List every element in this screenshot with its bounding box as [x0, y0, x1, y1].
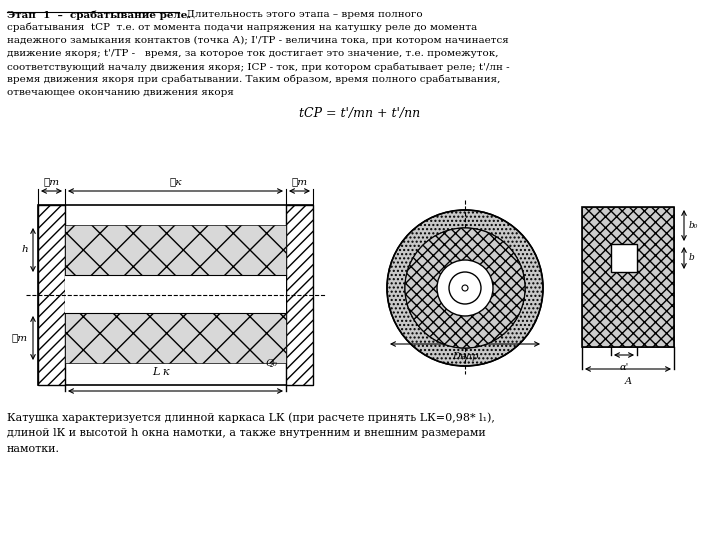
- Text: ℓт: ℓт: [12, 334, 28, 342]
- Text: ℓт: ℓт: [292, 177, 307, 186]
- Circle shape: [449, 272, 481, 304]
- Text: Dнар: Dнар: [452, 352, 478, 361]
- Circle shape: [462, 285, 468, 291]
- Text: надежного замыкания контактов (точка А); I'/ТР - величина тока, при котором начи: надежного замыкания контактов (точка А);…: [7, 36, 509, 45]
- Text: длиной lК и высотой h окна намотки, а также внутренним и внешним размерами: длиной lК и высотой h окна намотки, а та…: [7, 428, 486, 438]
- Text: Q₀: Q₀: [265, 358, 277, 367]
- Circle shape: [437, 260, 493, 316]
- Text: L к: L к: [152, 367, 169, 377]
- Text: Катушка характеризуется длинной каркаса LК (при расчете принять LК=0,98* l₁),: Катушка характеризуется длинной каркаса …: [7, 412, 495, 423]
- Bar: [65, 313, 286, 363]
- Bar: [582, 207, 674, 347]
- Text: b: b: [689, 253, 695, 262]
- Bar: [38, 205, 65, 385]
- Circle shape: [405, 228, 525, 348]
- Text: b₀: b₀: [689, 221, 698, 230]
- Bar: [286, 205, 313, 385]
- Text: Dвн: Dвн: [455, 336, 475, 345]
- Circle shape: [387, 210, 543, 366]
- Text: α': α': [619, 363, 629, 372]
- Bar: [611, 244, 637, 272]
- Text: движение якоря; t'/ТР -   время, за которое ток достигает это значение, т.е. про: движение якоря; t'/ТР - время, за которо…: [7, 49, 498, 58]
- Bar: [65, 275, 286, 313]
- Text: ℓт: ℓт: [43, 177, 60, 186]
- Bar: [38, 205, 313, 385]
- Text: Длительность этого этапа – время полного: Длительность этого этапа – время полного: [180, 10, 423, 19]
- Text: отвечающее окончанию движения якоря: отвечающее окончанию движения якоря: [7, 88, 234, 97]
- Bar: [582, 207, 674, 347]
- Text: tСР = t'/тп + t'/пп: tСР = t'/тп + t'/пп: [300, 107, 420, 120]
- Text: ℓк: ℓк: [169, 177, 181, 186]
- Bar: [286, 205, 313, 385]
- Text: Этап  1  –  срабатывание реле.: Этап 1 – срабатывание реле.: [7, 10, 191, 19]
- Text: срабатывания  tСР  т.е. от момента подачи напряжения на катушку реле до момента: срабатывания tСР т.е. от момента подачи …: [7, 23, 477, 32]
- Text: намотки.: намотки.: [7, 444, 60, 454]
- Text: h: h: [22, 246, 28, 254]
- Bar: [38, 205, 65, 385]
- Circle shape: [405, 228, 525, 348]
- Bar: [65, 225, 286, 275]
- Text: время движения якоря при срабатывании. Таким образом, время полного срабатывания: время движения якоря при срабатывании. Т…: [7, 75, 500, 84]
- Text: соответствующий началу движения якоря; IСР - ток, при котором срабатывает реле; : соответствующий началу движения якоря; I…: [7, 62, 510, 71]
- Text: A: A: [624, 377, 631, 386]
